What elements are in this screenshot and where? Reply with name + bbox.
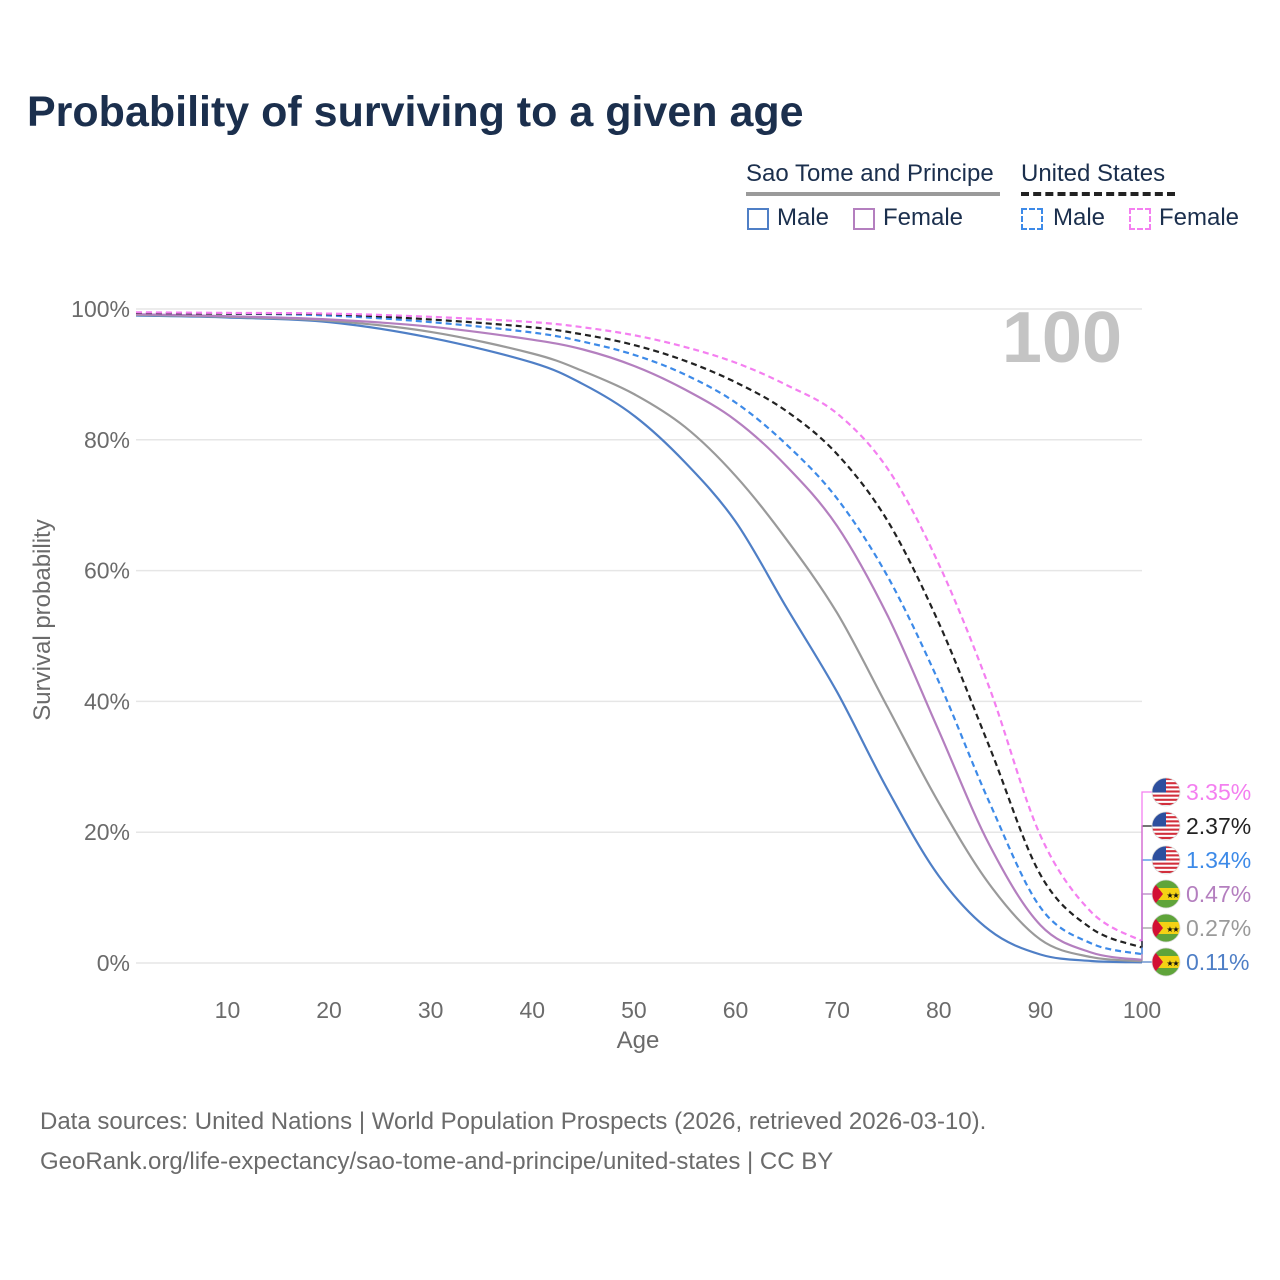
series-line-1 <box>135 313 1143 963</box>
x-tick-label: 60 <box>723 997 749 1023</box>
svg-text:★: ★ <box>1172 959 1179 968</box>
x-tick-label: 40 <box>520 997 546 1023</box>
series-line-2 <box>135 313 1143 961</box>
us-flag-icon <box>1151 777 1181 807</box>
footer-url[interactable]: GeoRank.org/life-expectancy/sao-tome-and… <box>40 1148 834 1175</box>
x-tick-label: 10 <box>215 997 241 1023</box>
legend-swatch-stp-female <box>853 208 875 230</box>
x-tick-label: 70 <box>824 997 850 1023</box>
end-value-label: 0.47% <box>1186 881 1251 907</box>
y-tick-label: 40% <box>84 688 130 714</box>
y-tick-label: 0% <box>97 950 130 976</box>
end-value-label: 2.37% <box>1186 813 1251 839</box>
end-connector <box>1141 791 1152 942</box>
end-value-label: 0.11% <box>1186 949 1250 975</box>
legend-label-usa-female: Female <box>1159 204 1240 231</box>
footer-sources: Data sources: United Nations | World Pop… <box>40 1108 987 1135</box>
x-tick-label: 90 <box>1028 997 1054 1023</box>
end-connector <box>1141 893 1152 960</box>
y-tick-label: 20% <box>84 819 130 845</box>
x-tick-label: 30 <box>418 997 444 1023</box>
y-tick-label: 80% <box>84 427 130 453</box>
end-value-label: 1.34% <box>1186 847 1251 873</box>
legend-swatch-usa-female <box>1129 208 1151 230</box>
legend-group-title-stp: Sao Tome and Principe <box>746 160 994 187</box>
end-connector <box>1141 859 1152 955</box>
legend: Sao Tome and Principe Male Female United… <box>0 160 1280 240</box>
x-axis-label: Age <box>617 1027 660 1054</box>
legend-group-line-usa <box>1021 192 1175 196</box>
stp-flag-icon: ★★ <box>1151 913 1181 943</box>
stp-flag-icon: ★★ <box>1151 947 1181 977</box>
y-tick-label: 100% <box>71 296 130 322</box>
svg-text:★: ★ <box>1166 891 1173 900</box>
x-tick-label: 50 <box>621 997 647 1023</box>
gridlines <box>136 308 1142 964</box>
end-labels: ★★ 0.11%★★ 0.27%★★ 0.47%1.34%2.37%3.35% <box>1141 777 1251 977</box>
series-line-3 <box>135 311 1143 956</box>
series-line-0 <box>135 314 1143 964</box>
legend-label-stp-male: Male <box>777 204 830 231</box>
end-connector <box>1141 825 1152 948</box>
x-axis-ticks: 10 20 30 40 50 60 70 80 90 100 <box>215 997 1162 1023</box>
stp-flag-icon: ★★ <box>1151 879 1181 909</box>
legend-label-stp-female: Female <box>883 204 964 231</box>
legend-group-title-usa: United States <box>1021 160 1166 187</box>
chart-title: Probability of surviving to a given age <box>27 88 804 136</box>
legend-swatch-usa-male <box>1021 208 1043 230</box>
end-connector <box>1141 927 1152 962</box>
y-tick-label: 60% <box>84 558 130 584</box>
us-flag-icon <box>1151 845 1181 875</box>
age-marker: 100 <box>1002 298 1122 378</box>
end-value-label: 0.27% <box>1186 915 1251 941</box>
series-lines <box>135 311 1143 964</box>
end-value-label: 3.35% <box>1186 779 1251 805</box>
x-tick-label: 80 <box>926 997 952 1023</box>
legend-label-usa-male: Male <box>1053 204 1106 231</box>
y-axis-ticks: 0% 20% 40% 60% 80% 100% <box>71 296 130 976</box>
series-line-4 <box>135 311 1143 949</box>
us-flag-icon <box>1151 811 1181 841</box>
legend-swatch-stp-male <box>747 208 769 230</box>
x-tick-label: 100 <box>1123 997 1161 1023</box>
legend-group-line-stp <box>746 192 1000 196</box>
y-axis-label: Survival probability <box>29 519 56 720</box>
svg-text:★: ★ <box>1172 891 1179 900</box>
svg-text:★: ★ <box>1166 925 1173 934</box>
svg-text:★: ★ <box>1172 925 1179 934</box>
series-line-5 <box>135 311 1143 943</box>
x-tick-label: 20 <box>316 997 342 1023</box>
svg-text:★: ★ <box>1166 959 1173 968</box>
